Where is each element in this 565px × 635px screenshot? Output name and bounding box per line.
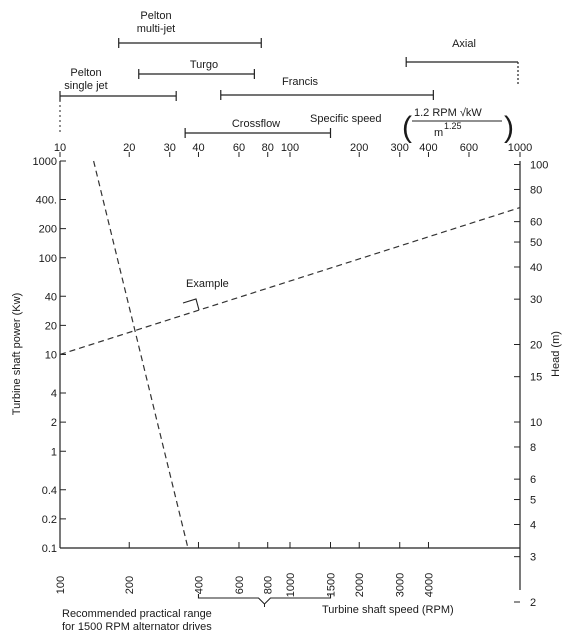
left-axis-title: Turbine shaft power (Kw) <box>11 293 23 415</box>
left-tick-label: 0.1 <box>42 543 57 555</box>
right-axis-title: Head (m) <box>550 331 562 377</box>
formula-paren-right: ) <box>504 111 514 144</box>
left-tick-label: 0.2 <box>42 514 57 526</box>
bottom-tick-label: 400 <box>193 576 205 594</box>
right-tick-label: 50 <box>530 237 542 249</box>
head-line <box>59 207 521 356</box>
plot-frame <box>59 161 521 590</box>
right-tick-label: 15 <box>530 372 542 384</box>
top-tick-label: 400 <box>419 142 437 154</box>
right-tick-label: 5 <box>530 495 536 507</box>
bottom-axis-title: Turbine shaft speed (RPM) <box>322 604 454 616</box>
left-axis: 1000 400. 200 100 40 20 10 4 2 1 0.4 0.2 0.1 Turbine … <box>11 156 66 555</box>
formula-exponent: 1.25 <box>444 121 462 131</box>
pelton-multi-jet-range-label: multi-jet <box>137 23 176 35</box>
pelton-multi-jet-range-label: Pelton <box>140 10 171 22</box>
power-line <box>93 160 189 549</box>
right-tick-label: 2 <box>530 597 536 609</box>
right-axis: 100 80 60 50 40 30 20 15 10 8 6 5 4 3 2 Head (m) <box>514 160 562 609</box>
top-axis-title: Specific speed <box>310 113 382 125</box>
axial-range-label: Axial <box>452 38 476 50</box>
top-tick-label: 200 <box>350 142 368 154</box>
top-tick-label: 100 <box>281 142 299 154</box>
left-tick-label: 10 <box>45 350 57 362</box>
francis-range-label: Francis <box>282 76 319 88</box>
left-tick-label: 1000 <box>33 156 57 168</box>
formula-paren-left: ( <box>402 111 412 144</box>
bottom-tick-label: 1000 <box>285 573 297 597</box>
bottom-tick-label: 3000 <box>395 573 407 597</box>
right-tick-label: 60 <box>530 217 542 229</box>
bottom-tick-label: 800 <box>263 576 275 594</box>
top-tick-label: 20 <box>123 142 135 154</box>
top-tick-label: 10 <box>54 142 66 154</box>
right-tick-label: 30 <box>530 294 542 306</box>
right-tick-label: 4 <box>530 519 536 531</box>
bottom-tick-label: 1500 <box>326 573 338 597</box>
formula-denominator: m <box>434 127 443 139</box>
pelton-single-jet-range-label: single jet <box>64 80 107 92</box>
pelton-single-jet-range-label: Pelton <box>70 67 101 79</box>
recommended-range-label: Recommended practical range <box>62 608 212 620</box>
left-tick-label: 200 <box>39 224 57 236</box>
left-tick-label: 100 <box>39 253 57 265</box>
recommended-range-label: for 1500 RPM alternator drives <box>62 621 212 633</box>
example-label: Example <box>186 278 229 290</box>
left-tick-label: 20 <box>45 320 57 332</box>
left-tick-label: 4 <box>51 388 57 400</box>
crossflow-range-label: Crossflow <box>232 118 280 130</box>
turgo-range-label: Turgo <box>190 59 218 71</box>
top-tick-label: 40 <box>192 142 204 154</box>
top-tick-label: 30 <box>164 142 176 154</box>
bottom-axis: 100 200 400 600 800 1000 1500 2000 3000 4000 Turbi… <box>55 542 454 616</box>
left-tick-label: 2 <box>51 417 57 429</box>
left-tick-label: 0.4 <box>42 485 57 497</box>
recommended-range-brace <box>197 594 332 605</box>
top-tick-label: 60 <box>233 142 245 154</box>
bottom-tick-label: 600 <box>234 576 246 594</box>
bottom-tick-label: 4000 <box>423 573 435 597</box>
chart-lines <box>59 160 521 549</box>
right-tick-label: 80 <box>530 184 542 196</box>
top-axis: 10 20 30 40 60 80 100 200 300 400 600 1000 Specific … <box>54 107 532 157</box>
bottom-tick-label: 2000 <box>354 573 366 597</box>
left-tick-label: 40 <box>45 291 57 303</box>
formula-numerator: 1.2 RPM √kW <box>414 107 482 119</box>
top-tick-label: 300 <box>391 142 409 154</box>
right-tick-label: 3 <box>530 552 536 564</box>
top-tick-label: 1000 <box>508 142 532 154</box>
top-tick-label: 80 <box>262 142 274 154</box>
bottom-tick-label: 200 <box>124 576 136 594</box>
example-marker <box>182 298 200 311</box>
right-tick-label: 40 <box>530 262 542 274</box>
right-tick-label: 6 <box>530 474 536 486</box>
right-tick-label: 20 <box>530 340 542 352</box>
bottom-tick-label: 100 <box>55 576 67 594</box>
right-tick-label: 10 <box>530 417 542 429</box>
left-tick-label: 1 <box>51 446 57 458</box>
top-tick-label: 600 <box>460 142 478 154</box>
left-tick-label: 400. <box>36 195 57 207</box>
right-tick-label: 100 <box>530 160 548 172</box>
right-tick-label: 8 <box>530 442 536 454</box>
